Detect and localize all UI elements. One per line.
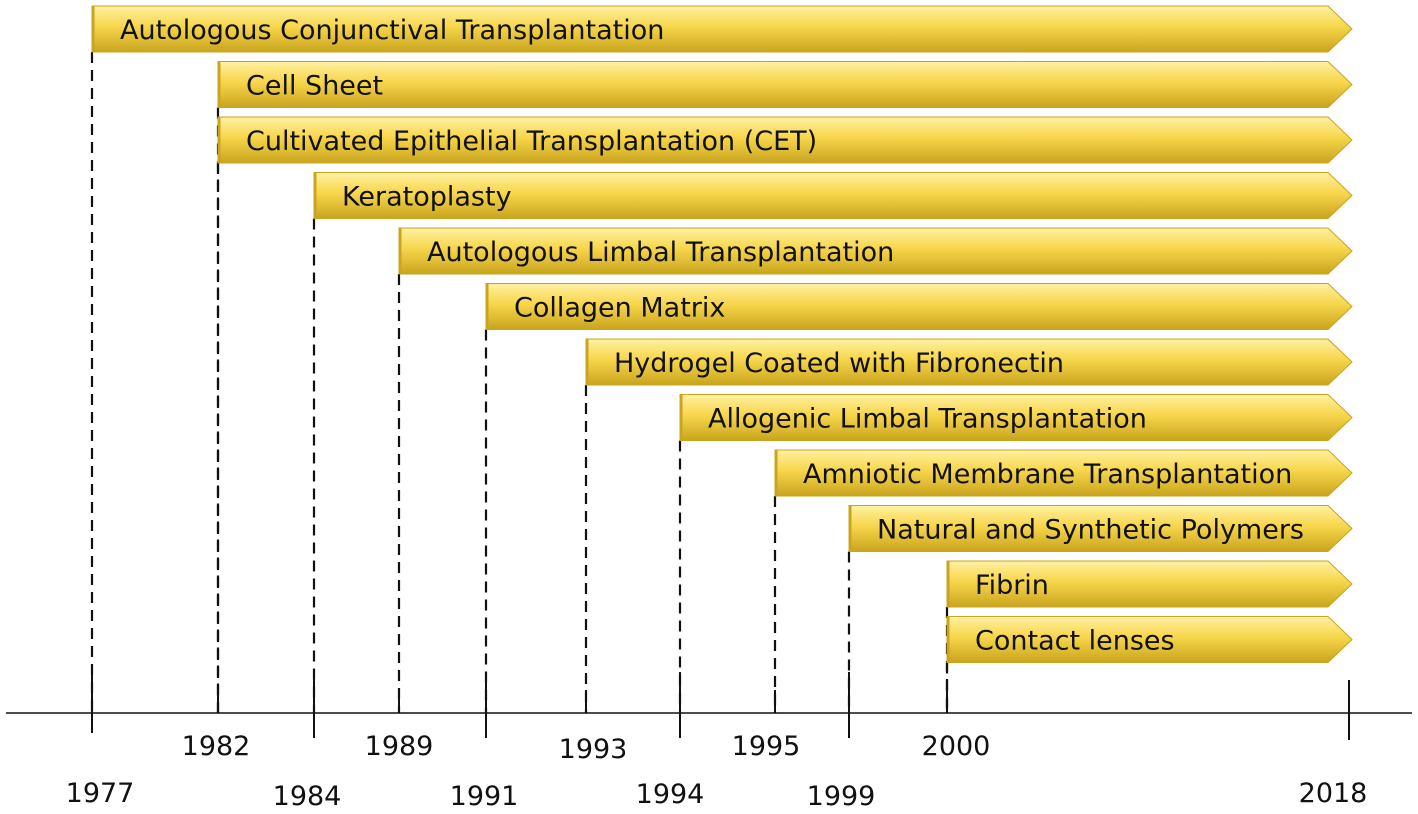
timeline-bar: Natural and Synthetic Polymers [848, 505, 1353, 552]
bar-label: Cell Sheet [246, 71, 383, 102]
bar-label: Amniotic Membrane Transplantation [803, 459, 1292, 490]
bar-arrow-shape [217, 61, 1353, 108]
timeline-bar: Allogenic Limbal Transplantation [679, 394, 1353, 441]
timeline-bar: Fibrin [946, 560, 1353, 608]
timeline-bar: Autologous Limbal Transplantation [398, 227, 1353, 275]
timeline-bar: Autologous Conjunctival Transplantation [91, 5, 1353, 53]
bar-label: Natural and Synthetic Polymers [877, 515, 1304, 546]
timeline-bar: Keratoplasty [313, 172, 1353, 219]
timeline-bar: Cultivated Epithelial Transplantation (C… [217, 116, 1353, 164]
year-label: 1982 [182, 731, 251, 762]
year-label: 1984 [273, 781, 342, 812]
timeline-bar: Cell Sheet [217, 61, 1353, 108]
bar-label: Contact lenses [975, 626, 1175, 657]
year-label: 2000 [922, 731, 991, 762]
bar-label: Collagen Matrix [514, 293, 725, 324]
bar-label: Autologous Limbal Transplantation [427, 237, 894, 268]
bar-label: Autologous Conjunctival Transplantation [120, 15, 664, 46]
year-label: 1991 [450, 781, 519, 812]
year-label: 1989 [365, 731, 434, 762]
timeline-bar: Hydrogel Coated with Fibronectin [585, 338, 1353, 386]
year-label: 1995 [732, 731, 801, 762]
bar-label: Allogenic Limbal Transplantation [708, 404, 1147, 435]
bar-label: Hydrogel Coated with Fibronectin [614, 348, 1064, 379]
year-label: 2018 [1299, 778, 1368, 809]
bars-group: Autologous Conjunctival Transplantation C… [91, 5, 1353, 663]
year-label: 1999 [807, 781, 876, 812]
timeline-bar: Amniotic Membrane Transplantation [774, 449, 1353, 497]
bar-label: Keratoplasty [342, 182, 512, 213]
bar-label: Cultivated Epithelial Transplantation (C… [246, 126, 817, 157]
timeline-bar: Contact lenses [946, 616, 1353, 663]
year-label: 1977 [66, 778, 135, 809]
year-label: 1994 [636, 779, 705, 810]
bar-label: Fibrin [975, 570, 1049, 601]
time-axis [6, 672, 1412, 740]
timeline-bar: Collagen Matrix [485, 283, 1353, 330]
dashed-guides [90, 52, 949, 713]
year-label: 1993 [559, 734, 628, 765]
